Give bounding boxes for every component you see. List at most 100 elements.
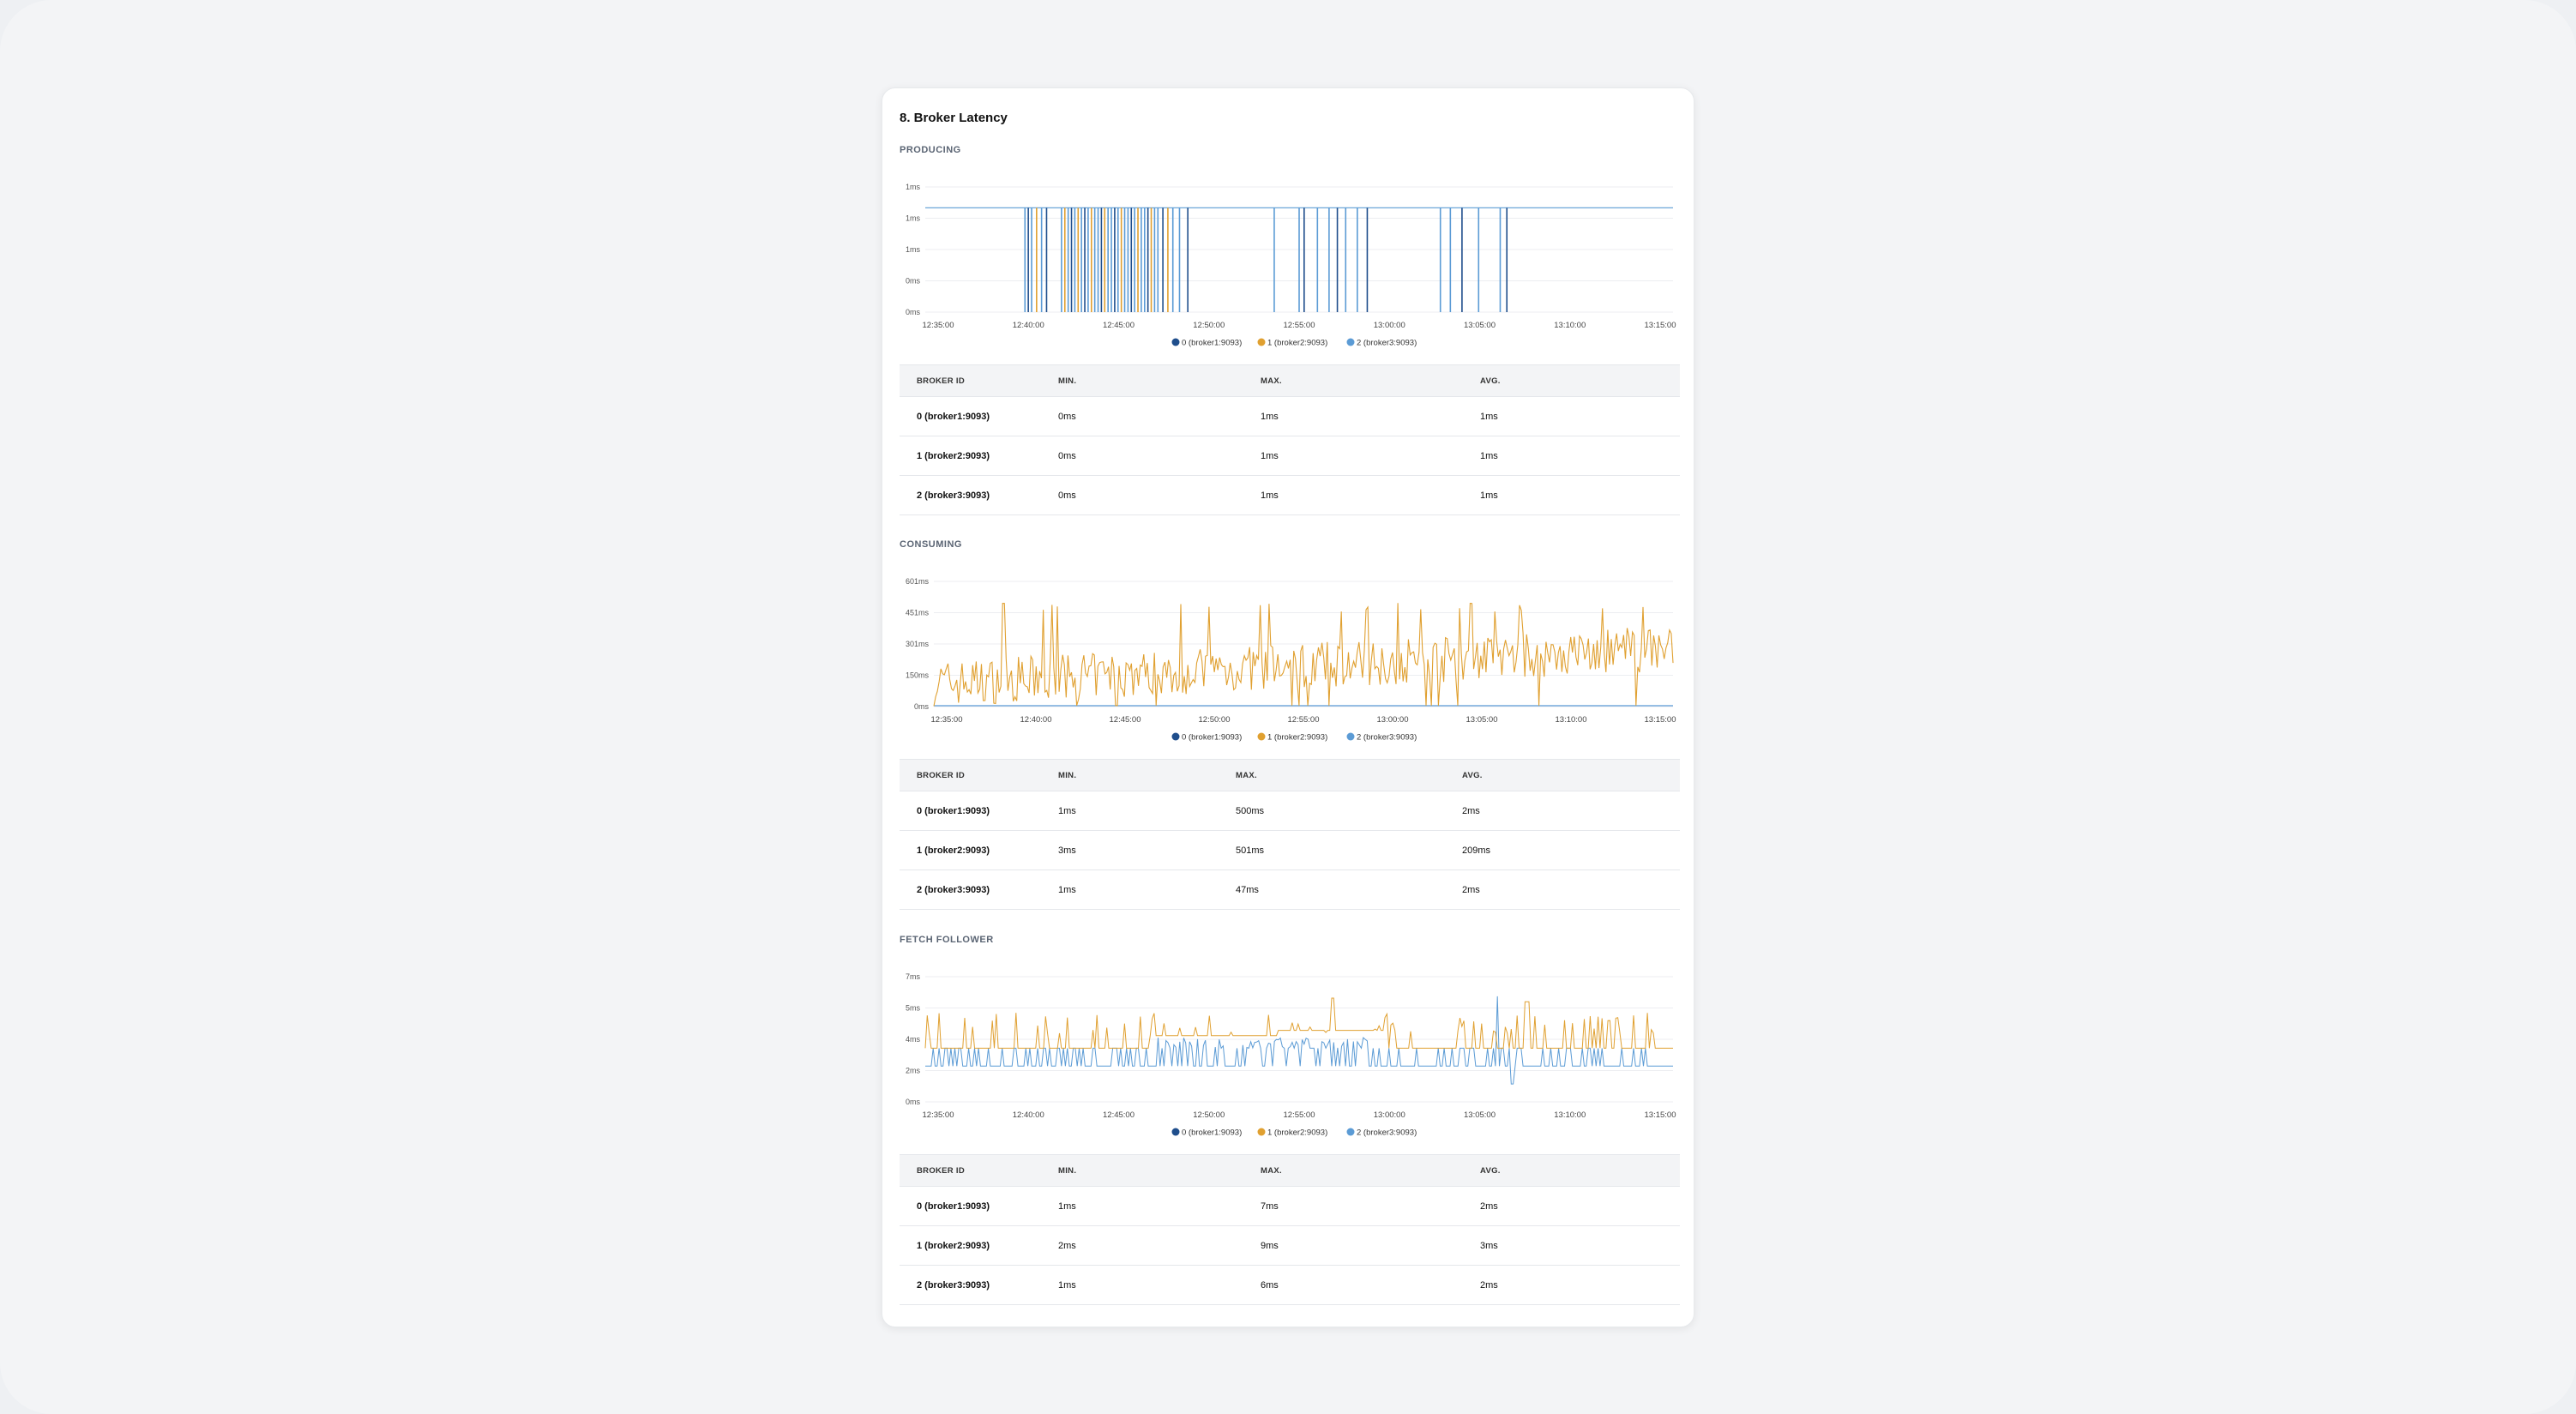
x-tick-label: 12:40:00 (1013, 321, 1044, 330)
series-broker3-line (925, 996, 1673, 1085)
legend-label: 1 (broker2:9093) (1267, 339, 1327, 348)
x-tick-label: 12:50:00 (1193, 321, 1225, 330)
section-label-fetch-follower: FETCH FOLLOWER (900, 935, 994, 945)
x-tick-label: 12:35:00 (923, 321, 954, 330)
avg-cell: 1ms (1463, 475, 1680, 515)
x-tick-label: 12:35:00 (931, 715, 963, 725)
legend-dot-icon (1171, 1128, 1180, 1136)
broker-id-cell: 0 (broker1:9093) (900, 791, 1041, 831)
series-broker2-line (933, 602, 1674, 707)
legend-dot-icon (1171, 732, 1180, 741)
legend-label: 2 (broker3:9093) (1357, 1128, 1417, 1138)
broker-latency-card: 8. Broker Latency PRODUCING 1ms 1ms 1ms 0ms… (882, 87, 1694, 1327)
avg-cell: 2ms (1463, 1186, 1680, 1226)
x-tick-label: 13:15:00 (1645, 1110, 1676, 1120)
avg-cell: 2ms (1445, 791, 1680, 831)
legend-label: 2 (broker3:9093) (1357, 339, 1417, 348)
fetch-follower-chart: 7ms 5ms 4ms 2ms 0ms 12:35:00 12:40:00 12:45:00 1… (894, 964, 1683, 1152)
chart-legend: 0 (broker1:9093) 1 (broker2:9093) 2 (broke… (1171, 338, 1417, 348)
y-tick-label: 1ms (906, 245, 921, 254)
fetch-follower-table: BROKER ID MIN. MAX. AVG. 0 (broker1:9093… (900, 1154, 1680, 1305)
consuming-table: BROKER ID MIN. MAX. AVG. 0 (broker1:9093… (900, 759, 1680, 910)
table-row: 0 (broker1:9093) 1ms 500ms 2ms (900, 791, 1680, 831)
y-tick-label: 301ms (906, 640, 930, 648)
broker-id-cell: 1 (broker2:9093) (900, 436, 1041, 476)
broker-id-cell: 0 (broker1:9093) (900, 396, 1041, 436)
header-broker-id: BROKER ID (900, 759, 1041, 791)
legend-dot-icon (1257, 1128, 1266, 1136)
legend-label: 0 (broker1:9093) (1182, 339, 1242, 348)
table-header-row: BROKER ID MIN. MAX. AVG. (900, 1154, 1680, 1187)
min-cell: 1ms (1041, 1186, 1243, 1226)
chart-legend: 0 (broker1:9093) 1 (broker2:9093) 2 (broke… (1171, 1128, 1417, 1138)
legend-dot-icon (1257, 732, 1266, 741)
x-tick-label: 12:45:00 (1103, 1110, 1135, 1120)
x-tick-label: 13:10:00 (1554, 321, 1586, 330)
max-cell: 47ms (1219, 869, 1445, 910)
min-cell: 0ms (1041, 475, 1243, 515)
header-min: MIN. (1041, 1154, 1243, 1187)
x-tick-label: 12:55:00 (1288, 715, 1320, 725)
legend-dot-icon (1346, 732, 1355, 741)
min-cell: 2ms (1041, 1225, 1243, 1266)
legend-label: 0 (broker1:9093) (1182, 1128, 1242, 1138)
legend-label: 2 (broker3:9093) (1357, 733, 1417, 743)
legend-dot-icon (1346, 1128, 1355, 1136)
broker-id-cell: 0 (broker1:9093) (900, 1186, 1041, 1226)
x-tick-label: 13:10:00 (1554, 1110, 1586, 1120)
broker-id-cell: 1 (broker2:9093) (900, 1225, 1041, 1266)
y-tick-label: 2ms (906, 1067, 921, 1075)
table-row: 1 (broker2:9093) 2ms 9ms 3ms (900, 1225, 1680, 1266)
x-tick-label: 12:35:00 (923, 1110, 954, 1120)
y-tick-label: 150ms (906, 671, 930, 680)
producing-chart: 1ms 1ms 1ms 0ms 0ms 12:35:00 12:40:00 12:45:00 1… (894, 174, 1683, 363)
x-tick-label: 12:40:00 (1020, 715, 1052, 725)
max-cell: 501ms (1219, 830, 1445, 870)
x-tick-label: 13:05:00 (1464, 1110, 1496, 1120)
x-tick-label: 13:00:00 (1374, 1110, 1405, 1120)
min-cell: 1ms (1041, 1265, 1243, 1305)
legend-label: 1 (broker2:9093) (1267, 1128, 1327, 1138)
max-cell: 1ms (1243, 436, 1463, 476)
broker-id-cell: 2 (broker3:9093) (900, 869, 1041, 910)
avg-cell: 1ms (1463, 436, 1680, 476)
legend-label: 1 (broker2:9093) (1267, 733, 1327, 743)
header-max: MAX. (1243, 364, 1463, 397)
x-tick-label: 12:45:00 (1103, 321, 1135, 330)
y-tick-label: 4ms (906, 1035, 921, 1044)
broker-id-cell: 2 (broker3:9093) (900, 1265, 1041, 1305)
max-cell: 1ms (1243, 475, 1463, 515)
min-cell: 3ms (1041, 830, 1219, 870)
max-cell: 500ms (1219, 791, 1445, 831)
header-min: MIN. (1041, 759, 1219, 791)
x-tick-label: 13:10:00 (1556, 715, 1587, 725)
x-tick-label: 12:50:00 (1199, 715, 1231, 725)
avg-cell: 2ms (1445, 869, 1680, 910)
table-header-row: BROKER ID MIN. MAX. AVG. (900, 759, 1680, 791)
header-avg: AVG. (1463, 1154, 1680, 1187)
table-row: 2 (broker3:9093) 1ms 47ms 2ms (900, 869, 1680, 910)
x-tick-label: 13:15:00 (1645, 715, 1676, 725)
x-tick-label: 12:45:00 (1110, 715, 1141, 725)
broker-id-cell: 1 (broker2:9093) (900, 830, 1041, 870)
header-min: MIN. (1041, 364, 1243, 397)
x-tick-label: 13:05:00 (1464, 321, 1496, 330)
table-row: 2 (broker3:9093) 1ms 6ms 2ms (900, 1265, 1680, 1305)
x-tick-label: 13:00:00 (1377, 715, 1409, 725)
y-tick-label: 0ms (906, 1098, 921, 1106)
header-max: MAX. (1219, 759, 1445, 791)
y-tick-label: 451ms (906, 609, 930, 617)
legend-label: 0 (broker1:9093) (1182, 733, 1242, 743)
x-tick-label: 13:00:00 (1374, 321, 1405, 330)
header-max: MAX. (1243, 1154, 1463, 1187)
avg-cell: 209ms (1445, 830, 1680, 870)
legend-dot-icon (1257, 338, 1266, 346)
header-avg: AVG. (1463, 364, 1680, 397)
x-tick-label: 13:15:00 (1645, 321, 1676, 330)
max-cell: 6ms (1243, 1265, 1463, 1305)
min-cell: 0ms (1041, 396, 1243, 436)
y-tick-label: 0ms (914, 702, 930, 711)
table-row: 1 (broker2:9093) 0ms 1ms 1ms (900, 436, 1680, 476)
